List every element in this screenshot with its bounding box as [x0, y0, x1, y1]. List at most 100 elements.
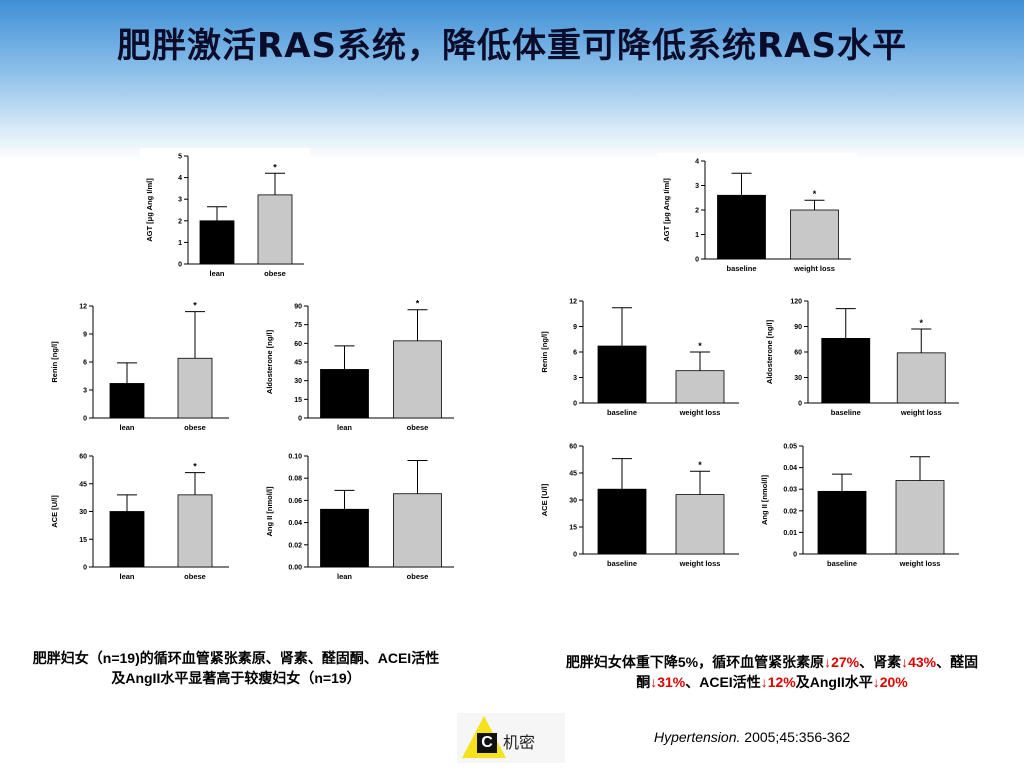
bar-obese: [257, 194, 293, 265]
y-axis-label: ACE [U/l]: [540, 483, 549, 516]
chart-svg: Renin [ng/l] 0 3 6 9 12 lean * obese: [50, 301, 229, 432]
y-tick-label: 5: [178, 154, 182, 161]
y-tick-label: 0.03: [783, 487, 797, 494]
y-tick-label: 4: [695, 159, 699, 166]
chart-svg: Ang II [nmol/l] 0 0.01 0.02 0.03 0.04 0.05 base…: [760, 444, 959, 568]
significance-marker: *: [193, 462, 197, 472]
x-category-label: baseline: [607, 559, 637, 568]
chart-aldosterone-lean-obese: Aldosterone [ng/l] 0 15 30 45 60 75 90 lean * obes…: [260, 298, 460, 444]
y-tick-label: 3: [573, 375, 577, 382]
caption-right-value-1: ↓27%: [824, 654, 860, 670]
y-axis-label: Renin [ng/l]: [540, 331, 549, 373]
title-background: [0, 0, 1024, 160]
x-category-label: lean: [209, 269, 224, 278]
y-tick-label: 3: [83, 388, 87, 395]
x-category-label: obese: [184, 423, 206, 432]
y-tick-label: 4: [178, 175, 182, 182]
x-category-label: lean: [337, 572, 352, 581]
x-category-label: weight loss: [679, 559, 721, 568]
y-tick-label: 0.02: [783, 508, 797, 515]
chart-angii-weight-loss: Ang II [nmol/l] 0 0.01 0.02 0.03 0.04 0.05 base…: [755, 438, 965, 580]
y-tick-label: 0: [573, 401, 577, 408]
x-category-label: lean: [119, 423, 134, 432]
caption-right: 肥胖妇女体重下降5%，循环血管紧张素原↓27%、肾素↓43%、醛固酮↓31%、A…: [562, 652, 982, 692]
y-tick-label: 0: [798, 401, 802, 408]
chart-svg: Ang II [nmol/l] 0.00 0.02 0.04 0.06 0.08 0.10 l…: [265, 454, 454, 581]
y-tick-label: 30: [569, 498, 577, 505]
confidential-label: 机密: [503, 733, 536, 752]
y-tick-label: 60: [794, 350, 802, 357]
y-axis-label: AGT [μg Ang I/ml]: [662, 178, 671, 242]
y-tick-label: 2: [178, 218, 182, 225]
chart-renin-weight-loss: Renin [ng/l] 0 3 6 9 12 baseline * weight loss: [535, 293, 745, 429]
bar-baseline: [821, 338, 871, 404]
chart-agt-lean-obese: AGT [μg Ang I/ml] 0 1 2 3 4 5 lean * obese: [140, 148, 310, 290]
significance-marker: *: [273, 162, 277, 172]
chart-ace-lean-obese: ACE [U/l] 0 15 30 45 60 lean * obese: [45, 448, 235, 593]
y-tick-label: 90: [294, 304, 302, 311]
caption-left: 肥胖妇女（n=19)的循环血管紧张素原、肾素、醛固酮、ACEI活性及AngII水…: [32, 650, 440, 686]
y-axis-label: Ang II [nmol/l]: [760, 475, 769, 525]
x-category-label: baseline: [827, 559, 857, 568]
y-tick-label: 0: [298, 416, 302, 423]
y-tick-label: 6: [83, 360, 87, 367]
y-tick-label: 30: [794, 375, 802, 382]
y-tick-label: 0.02: [288, 542, 302, 549]
caption-right-text-3: 、醛固酮: [636, 654, 979, 690]
citation: Hypertension. 2005;45:356-362: [654, 729, 850, 745]
y-tick-label: 45: [294, 360, 302, 367]
y-tick-label: 1: [695, 232, 699, 239]
bar-weight-loss: [675, 494, 725, 555]
bar-weight-loss: [790, 209, 839, 260]
y-tick-label: 0.05: [783, 444, 797, 451]
x-category-label: obese: [407, 423, 429, 432]
y-tick-label: 30: [294, 378, 302, 385]
y-tick-label: 45: [79, 481, 87, 488]
significance-marker: *: [698, 460, 702, 470]
bar-baseline: [597, 488, 647, 555]
y-tick-label: 60: [294, 341, 302, 348]
y-tick-label: 0: [83, 416, 87, 423]
caption-right-value-5: ↓20%: [872, 674, 908, 690]
chart-ace-weight-loss: ACE [U/l] 0 15 30 45 60 baseline * weight loss: [535, 438, 745, 580]
x-category-label: baseline: [607, 408, 637, 417]
chart-svg: Renin [ng/l] 0 3 6 9 12 baseline * weight loss: [540, 299, 739, 417]
caption-right-text-1: 肥胖妇女体重下降5%，循环血管紧张素原: [565, 654, 825, 670]
significance-marker: *: [193, 301, 197, 311]
chart-svg: Aldosterone [ng/l] 0 15 30 45 60 75 90 lean * obes…: [265, 299, 454, 432]
y-tick-label: 1: [178, 240, 182, 247]
y-tick-label: 15: [79, 537, 87, 544]
y-tick-label: 90: [794, 324, 802, 331]
y-tick-label: 0: [573, 552, 577, 559]
y-axis-label: AGT [μg Ang I/ml]: [145, 178, 154, 242]
y-tick-label: 0.04: [783, 465, 797, 472]
y-tick-label: 60: [569, 444, 577, 451]
bar-weight-loss: [896, 352, 946, 404]
x-category-label: obese: [264, 269, 286, 278]
y-tick-label: 0: [178, 262, 182, 269]
y-tick-label: 0.04: [288, 520, 302, 527]
bar-weight-loss: [675, 370, 725, 404]
significance-marker: *: [919, 318, 923, 328]
bar-lean: [109, 511, 145, 568]
chart-aldosterone-weight-loss: Aldosterone [ng/l] 0 30 60 90 120 baseline * wei…: [760, 293, 965, 429]
y-tick-label: 60: [79, 454, 87, 461]
bar-lean: [320, 369, 369, 419]
x-category-label: weight loss: [679, 408, 721, 417]
y-tick-label: 0.01: [783, 530, 797, 537]
bar-obese: [393, 493, 442, 568]
chart-angii-lean-obese: Ang II [nmol/l] 0.00 0.02 0.04 0.06 0.08 0.10 l…: [260, 448, 460, 593]
bar-lean: [199, 220, 235, 265]
caption-right-text-4: 、ACEI活性: [685, 674, 761, 690]
bar-baseline: [817, 490, 867, 555]
chart-renin-lean-obese: Renin [ng/l] 0 3 6 9 12 lean * obese: [45, 298, 235, 444]
y-tick-label: 30: [79, 509, 87, 516]
chart-agt-weight-loss: AGT [μg Ang I/ml] 0 1 2 3 4 baseline * weight lo…: [657, 153, 857, 285]
x-category-label: lean: [337, 423, 352, 432]
citation-journal: Hypertension.: [654, 729, 741, 745]
y-tick-label: 15: [569, 525, 577, 532]
y-tick-label: 12: [569, 299, 577, 306]
bar-lean: [320, 508, 369, 568]
y-tick-label: 9: [573, 324, 577, 331]
citation-ref: 2005;45:356-362: [744, 729, 851, 745]
